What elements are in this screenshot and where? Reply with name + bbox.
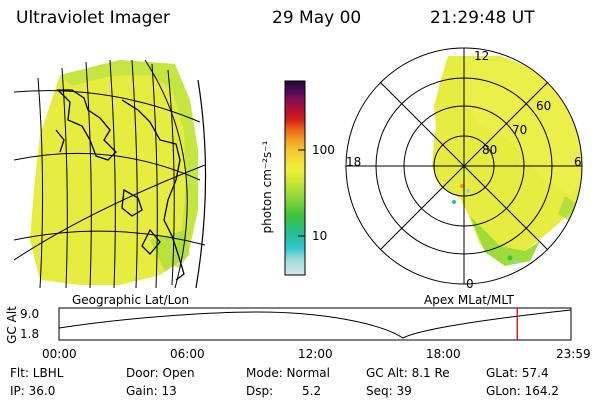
gc-alt-info: GC Alt: 8.1 Re bbox=[366, 366, 450, 380]
timeline-tick-0600: 06:00 bbox=[170, 347, 205, 361]
polar-lat-label-80: 80 bbox=[482, 143, 497, 157]
timeline-ymin: 1.8 bbox=[20, 327, 40, 341]
polar-mlt-label-12: 12 bbox=[474, 49, 489, 63]
timeline-ylabel: GC Alt bbox=[5, 306, 19, 344]
colorbar-tick-10: 10 bbox=[312, 229, 328, 243]
glon-info: GLon: 164.2 bbox=[486, 384, 559, 398]
timeline-tick-1800: 18:00 bbox=[426, 347, 461, 361]
gain-info: Gain: 13 bbox=[126, 384, 177, 398]
geo-aurora-image bbox=[30, 60, 198, 285]
date-label: 29 May 00 bbox=[272, 8, 362, 28]
door-info: Door: Open bbox=[126, 366, 195, 380]
colorbar bbox=[284, 80, 306, 276]
filter-info: Flt: LBHL bbox=[10, 366, 64, 380]
dsp-info: Dsp: bbox=[246, 384, 274, 398]
instrument-title: Ultraviolet Imager bbox=[16, 8, 170, 28]
polar-lat-label-60: 60 bbox=[536, 99, 551, 113]
geographic-map bbox=[14, 59, 207, 289]
timeline-tick-1200: 12:00 bbox=[298, 347, 333, 361]
timeline-plot bbox=[58, 307, 572, 341]
timeline-tick-0000: 00:00 bbox=[42, 347, 77, 361]
polar-aurora-speckles bbox=[452, 183, 518, 264]
polar-mlt-label-0: 0 bbox=[466, 277, 474, 291]
ip-info: IP: 36.0 bbox=[10, 384, 56, 398]
geo-map-caption: Geographic Lat/Lon bbox=[72, 293, 190, 307]
altitude-curve bbox=[58, 309, 572, 339]
polar-lat-label-70: 70 bbox=[512, 123, 527, 137]
polar-mlt-label-18: 18 bbox=[346, 155, 361, 169]
seq-info: Seq: 39 bbox=[366, 384, 412, 398]
dsp-value: 5.2 bbox=[302, 384, 322, 398]
colorbar-tick-100: 100 bbox=[312, 143, 335, 157]
polar-mlt-label-6: 6 bbox=[574, 155, 582, 169]
glat-info: GLat: 57.4 bbox=[486, 366, 549, 380]
timeline-ymax: 9.0 bbox=[20, 307, 40, 321]
mode-info: Mode: Normal bbox=[246, 366, 330, 380]
timeline-tick-2359: 23:59 bbox=[556, 347, 591, 361]
polar-plot: 12 18 6 0 60 70 80 bbox=[345, 47, 583, 291]
polar-plot-caption: Apex MLat/MLT bbox=[424, 293, 514, 307]
time-label: 21:29:48 UT bbox=[430, 8, 535, 28]
colorbar-unit-label: photon cm⁻²s⁻¹ bbox=[260, 140, 274, 234]
